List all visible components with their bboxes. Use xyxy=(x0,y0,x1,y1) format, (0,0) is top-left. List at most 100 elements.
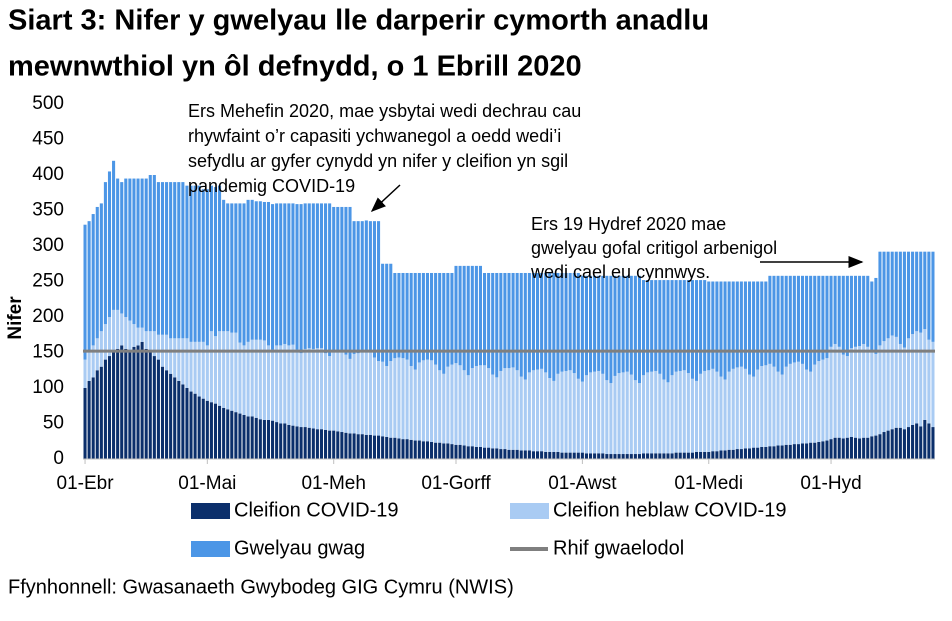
bar-segment xyxy=(83,359,87,388)
legend-label: Cleifion COVID-19 xyxy=(234,499,399,521)
bar-segment xyxy=(107,356,112,459)
bar-segment xyxy=(845,437,849,459)
bar-segment xyxy=(226,409,230,459)
bar-segment xyxy=(385,365,389,437)
bar-segment xyxy=(91,214,95,346)
bar-segment xyxy=(299,204,303,354)
bar-segment xyxy=(246,341,250,417)
y-tick-label: 450 xyxy=(32,129,64,150)
bar-segment xyxy=(637,383,641,455)
bar-segment xyxy=(99,203,103,332)
bar-segment xyxy=(886,430,890,459)
bar-segment xyxy=(107,317,112,357)
bar-segment xyxy=(87,352,91,381)
bar-segment xyxy=(438,442,442,459)
bar-segment xyxy=(364,352,368,435)
bar-segment xyxy=(902,251,906,348)
bar-segment xyxy=(230,410,234,459)
bar-segment xyxy=(324,353,328,430)
bar-segment xyxy=(674,452,678,459)
bar-segment xyxy=(209,185,213,332)
bar-segment xyxy=(266,201,271,346)
bar-segment xyxy=(124,178,128,317)
bar-segment xyxy=(344,432,348,459)
bar-segment xyxy=(315,348,319,430)
bar-segment xyxy=(218,185,222,332)
bar-segment xyxy=(711,281,715,369)
y-tick-label: 250 xyxy=(32,271,64,292)
bar-segment xyxy=(841,438,845,459)
bar-segment xyxy=(711,451,715,459)
bar-segment xyxy=(128,352,132,459)
bar-segment xyxy=(911,424,915,459)
bar-segment xyxy=(931,251,935,342)
bar-segment xyxy=(266,419,271,459)
bar-segment xyxy=(699,373,703,452)
bar-segment xyxy=(295,349,299,427)
bar-segment xyxy=(858,438,862,459)
bar-segment xyxy=(886,251,890,339)
bar-segment xyxy=(446,443,450,459)
bar-segment xyxy=(389,437,393,459)
bar-segment xyxy=(120,182,124,314)
bar-segment xyxy=(719,281,723,377)
bar-segment xyxy=(898,251,902,344)
bar-segment xyxy=(201,189,205,342)
bar-segment xyxy=(377,221,381,362)
bar-segment xyxy=(882,251,886,342)
bar-segment xyxy=(739,449,743,459)
bar-segment xyxy=(397,438,401,459)
y-tick-label: 500 xyxy=(32,93,64,114)
bar-segment xyxy=(254,339,258,418)
bar-segment xyxy=(540,368,544,452)
bar-segment xyxy=(393,358,397,438)
annotation: pandemig COVID-19 xyxy=(188,176,355,196)
bar-segment xyxy=(727,371,731,450)
bar-segment xyxy=(833,343,837,438)
bar-segment xyxy=(87,380,91,459)
bar-segment xyxy=(466,446,470,459)
bar-segment xyxy=(727,449,731,459)
bar-segment xyxy=(723,281,727,380)
annotation: Ers Mehefin 2020, mae ysbytai wedi dechr… xyxy=(188,101,581,121)
bar-segment xyxy=(739,281,743,367)
bar-segment xyxy=(699,451,703,459)
bar-segment xyxy=(356,434,360,459)
bar-segment xyxy=(919,332,923,427)
bar-segment xyxy=(699,280,703,374)
bar-segment xyxy=(144,178,148,332)
bar-segment xyxy=(821,441,825,459)
bar-segment xyxy=(743,368,747,449)
bar-segment xyxy=(222,331,226,408)
bar-segment xyxy=(841,275,845,355)
bar-segment xyxy=(906,427,911,459)
bar-segment xyxy=(213,403,218,459)
bar-segment xyxy=(405,359,409,440)
bar-segment xyxy=(454,444,458,459)
bar-segment xyxy=(83,388,87,459)
bar-segment xyxy=(588,372,593,454)
bar-segment xyxy=(368,434,372,459)
bar-segment xyxy=(140,327,144,342)
bar-segment xyxy=(662,379,666,454)
bar-segment xyxy=(825,275,829,359)
bar-segment xyxy=(621,372,625,455)
bar-segment xyxy=(181,384,185,459)
bar-segment xyxy=(307,427,311,459)
bar-segment xyxy=(650,371,654,454)
bar-segment xyxy=(707,451,711,459)
bar-segment xyxy=(120,313,124,346)
bar-segment xyxy=(156,359,160,459)
bar-segment xyxy=(637,454,641,459)
bar-segment xyxy=(128,320,132,353)
bar-segment xyxy=(911,251,915,335)
bar-segment xyxy=(548,272,552,379)
bar-segment xyxy=(593,371,597,454)
bar-segment xyxy=(397,272,401,358)
bar-segment xyxy=(515,449,519,459)
bar-segment xyxy=(556,373,560,452)
bar-segment xyxy=(756,369,760,448)
bar-segment xyxy=(625,275,629,372)
bar-segment xyxy=(336,431,340,459)
bar-segment xyxy=(931,427,935,459)
